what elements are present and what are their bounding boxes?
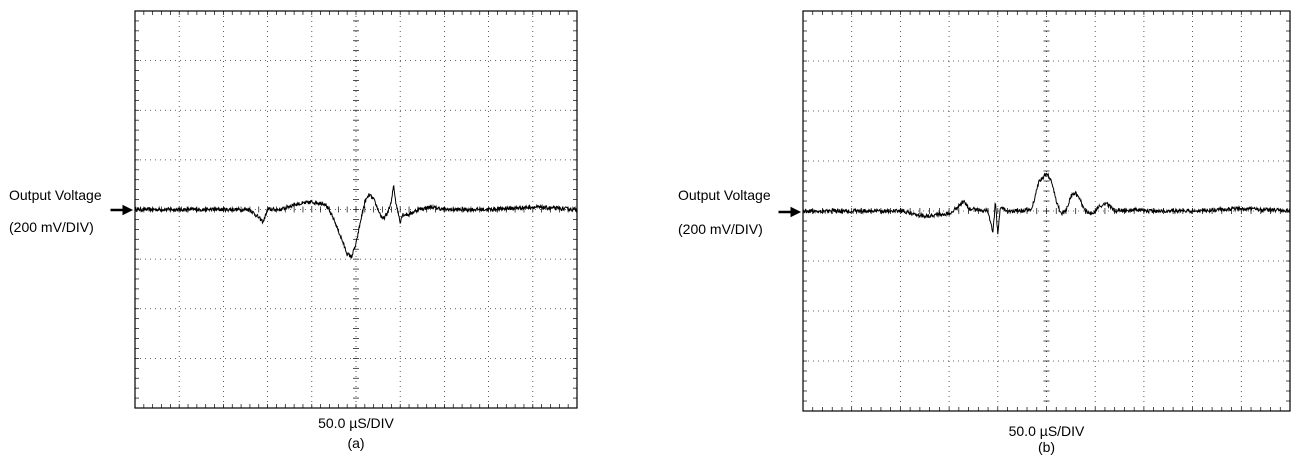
scope-panel-b: Output Voltage (200 mV/DIV) 50.0 µS/DIV …	[678, 10, 1291, 455]
voltage-trace-b	[802, 172, 1291, 235]
x-axis-label-a: 50.0 µS/DIV	[318, 415, 394, 431]
arrow-icon-a	[110, 204, 134, 216]
scale-label-b: (200 mV/DIV)	[678, 221, 763, 237]
x-axis-label-b: 50.0 µS/DIV	[1009, 423, 1085, 439]
caption-b: (b)	[1038, 439, 1055, 455]
scope-panel-a: Output Voltage (200 mV/DIV) 50.0 µS/DIV …	[9, 10, 578, 451]
output-voltage-label-b: Output Voltage	[678, 187, 771, 203]
voltage-trace-a	[134, 184, 578, 259]
caption-a: (a)	[347, 435, 364, 451]
arrow-icon-b	[778, 206, 802, 218]
scale-label-a: (200 mV/DIV)	[9, 219, 94, 235]
output-voltage-label-a: Output Voltage	[9, 187, 102, 203]
